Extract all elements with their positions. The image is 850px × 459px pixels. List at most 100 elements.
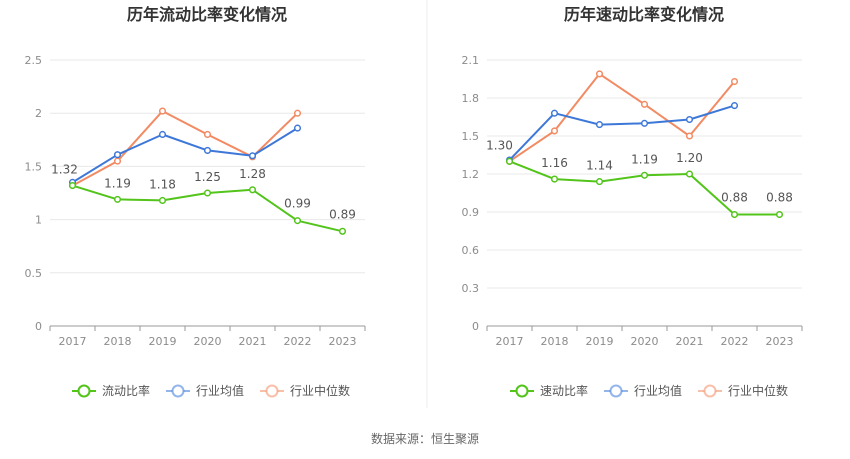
series-2 — [505, 102, 739, 164]
legend-marker — [703, 384, 717, 398]
x-tick-label: 2022 — [721, 335, 749, 348]
legend: 流动比率 行业均值 行业中位数 — [72, 383, 350, 398]
y-tick-label: 1.5 — [462, 130, 480, 143]
data-label: 1.25 — [194, 170, 221, 184]
data-point — [113, 195, 122, 203]
data-point — [640, 119, 649, 127]
y-tick-label: 2.1 — [462, 54, 480, 67]
legend-item: 行业均值 — [166, 383, 244, 398]
data-point — [158, 196, 167, 204]
data-point — [293, 124, 302, 132]
y-tick-label: 1.5 — [25, 160, 43, 173]
data-point — [685, 132, 694, 140]
y-tick-label: 1.8 — [462, 92, 480, 105]
x-tick-label: 2020 — [194, 335, 222, 348]
charts-svg: 历年流动比率变化情况 0 0.5 1 1.5 2 2.5 2017 2018 2019 2020 20… — [25, 0, 803, 408]
data-point — [730, 77, 739, 86]
x-tick-label: 2019 — [586, 335, 614, 348]
data-point — [505, 157, 514, 165]
series-line — [71, 127, 299, 184]
x-tick-label: 2020 — [631, 335, 659, 348]
data-point — [113, 157, 122, 165]
chart-1: 历年流动比率变化情况 0 0.5 1 1.5 2 2.5 2017 2018 2019 2020 20… — [25, 5, 366, 398]
y-tick-label: 2.5 — [25, 54, 43, 67]
x-tick-label: 2022 — [284, 335, 312, 348]
y-tick-label: 2 — [35, 107, 42, 120]
legend-label: 流动比率 — [102, 383, 150, 398]
data-point — [203, 146, 212, 154]
data-point — [338, 227, 347, 235]
data-point — [203, 130, 212, 139]
y-tick-label: 0.9 — [462, 206, 480, 219]
data-point — [68, 182, 77, 190]
chart-title: 历年速动比率变化情况 — [564, 5, 724, 24]
chart-2: 历年速动比率变化情况 0 0.3 0.6 0.9 1.2 1.5 1.8 2.1 2017 2018… — [462, 5, 803, 398]
data-label: 1.19 — [631, 152, 658, 166]
data-label: 1.18 — [149, 177, 176, 191]
data-label: 1.30 — [486, 138, 513, 152]
x-tick-label: 2019 — [149, 335, 177, 348]
legend-label: 行业均值 — [634, 383, 682, 398]
data-point — [640, 171, 649, 179]
legend-item: 流动比率 — [72, 383, 150, 398]
data-point — [293, 109, 302, 117]
data-label: 1.16 — [541, 156, 568, 170]
data-point — [685, 170, 694, 178]
y-tick-label: 1 — [35, 214, 42, 227]
data-label: 1.14 — [586, 159, 613, 173]
data-point — [203, 189, 212, 197]
data-point — [730, 102, 739, 110]
data-label: 0.89 — [329, 207, 356, 221]
legend-label: 行业中位数 — [728, 383, 788, 398]
data-label: 1.28 — [239, 167, 266, 181]
data-point — [113, 151, 122, 159]
x-tick-label: 2023 — [329, 335, 357, 348]
data-point — [550, 127, 559, 135]
x-tick-label: 2017 — [496, 335, 524, 348]
data-point — [248, 186, 257, 194]
data-point — [158, 107, 167, 115]
data-point — [550, 175, 559, 183]
data-point — [595, 121, 604, 129]
legend-item: 行业中位数 — [698, 383, 788, 398]
legend-marker — [171, 384, 185, 398]
x-tick-label: 2021 — [676, 335, 704, 348]
data-point — [730, 210, 739, 219]
data-point — [293, 217, 302, 225]
legend-marker — [609, 384, 623, 398]
legend-marker — [515, 384, 529, 398]
data-label: 0.88 — [721, 191, 748, 205]
data-source-note: 数据来源：恒生聚源 — [370, 432, 479, 446]
data-point — [595, 178, 604, 186]
legend-label: 行业中位数 — [290, 383, 350, 398]
data-point — [775, 210, 784, 219]
series-line — [508, 72, 736, 163]
x-tick-label: 2018 — [541, 335, 569, 348]
data-point — [550, 109, 559, 117]
y-tick-label: 0.5 — [25, 267, 43, 280]
data-label: 0.88 — [766, 191, 793, 205]
legend-marker — [265, 384, 279, 398]
y-tick-label: 0.3 — [462, 282, 480, 295]
y-tick-label: 0 — [472, 320, 479, 333]
series-1: 1.32 1.19 1.18 1.25 1.28 0.99 0.89 — [51, 163, 356, 235]
x-tick-label: 2021 — [239, 335, 267, 348]
series-line — [72, 110, 299, 187]
data-point — [685, 115, 694, 124]
data-point — [640, 100, 649, 108]
series-line — [508, 104, 735, 161]
x-tick-label: 2017 — [59, 335, 87, 348]
y-tick-label: 0.6 — [462, 244, 480, 257]
data-point — [248, 152, 257, 160]
legend-label: 行业均值 — [196, 383, 244, 398]
chart-title: 历年流动比率变化情况 — [127, 5, 287, 24]
data-label: 1.20 — [676, 151, 703, 165]
series-1: 1.30 1.16 1.14 1.19 1.20 0.88 0.88 — [486, 138, 793, 219]
x-tick-label: 2023 — [766, 335, 794, 348]
x-tick-label: 2018 — [104, 335, 132, 348]
legend-marker — [77, 384, 91, 398]
data-label: 1.19 — [104, 176, 131, 190]
data-point — [158, 130, 167, 139]
data-label: 1.32 — [51, 163, 78, 177]
